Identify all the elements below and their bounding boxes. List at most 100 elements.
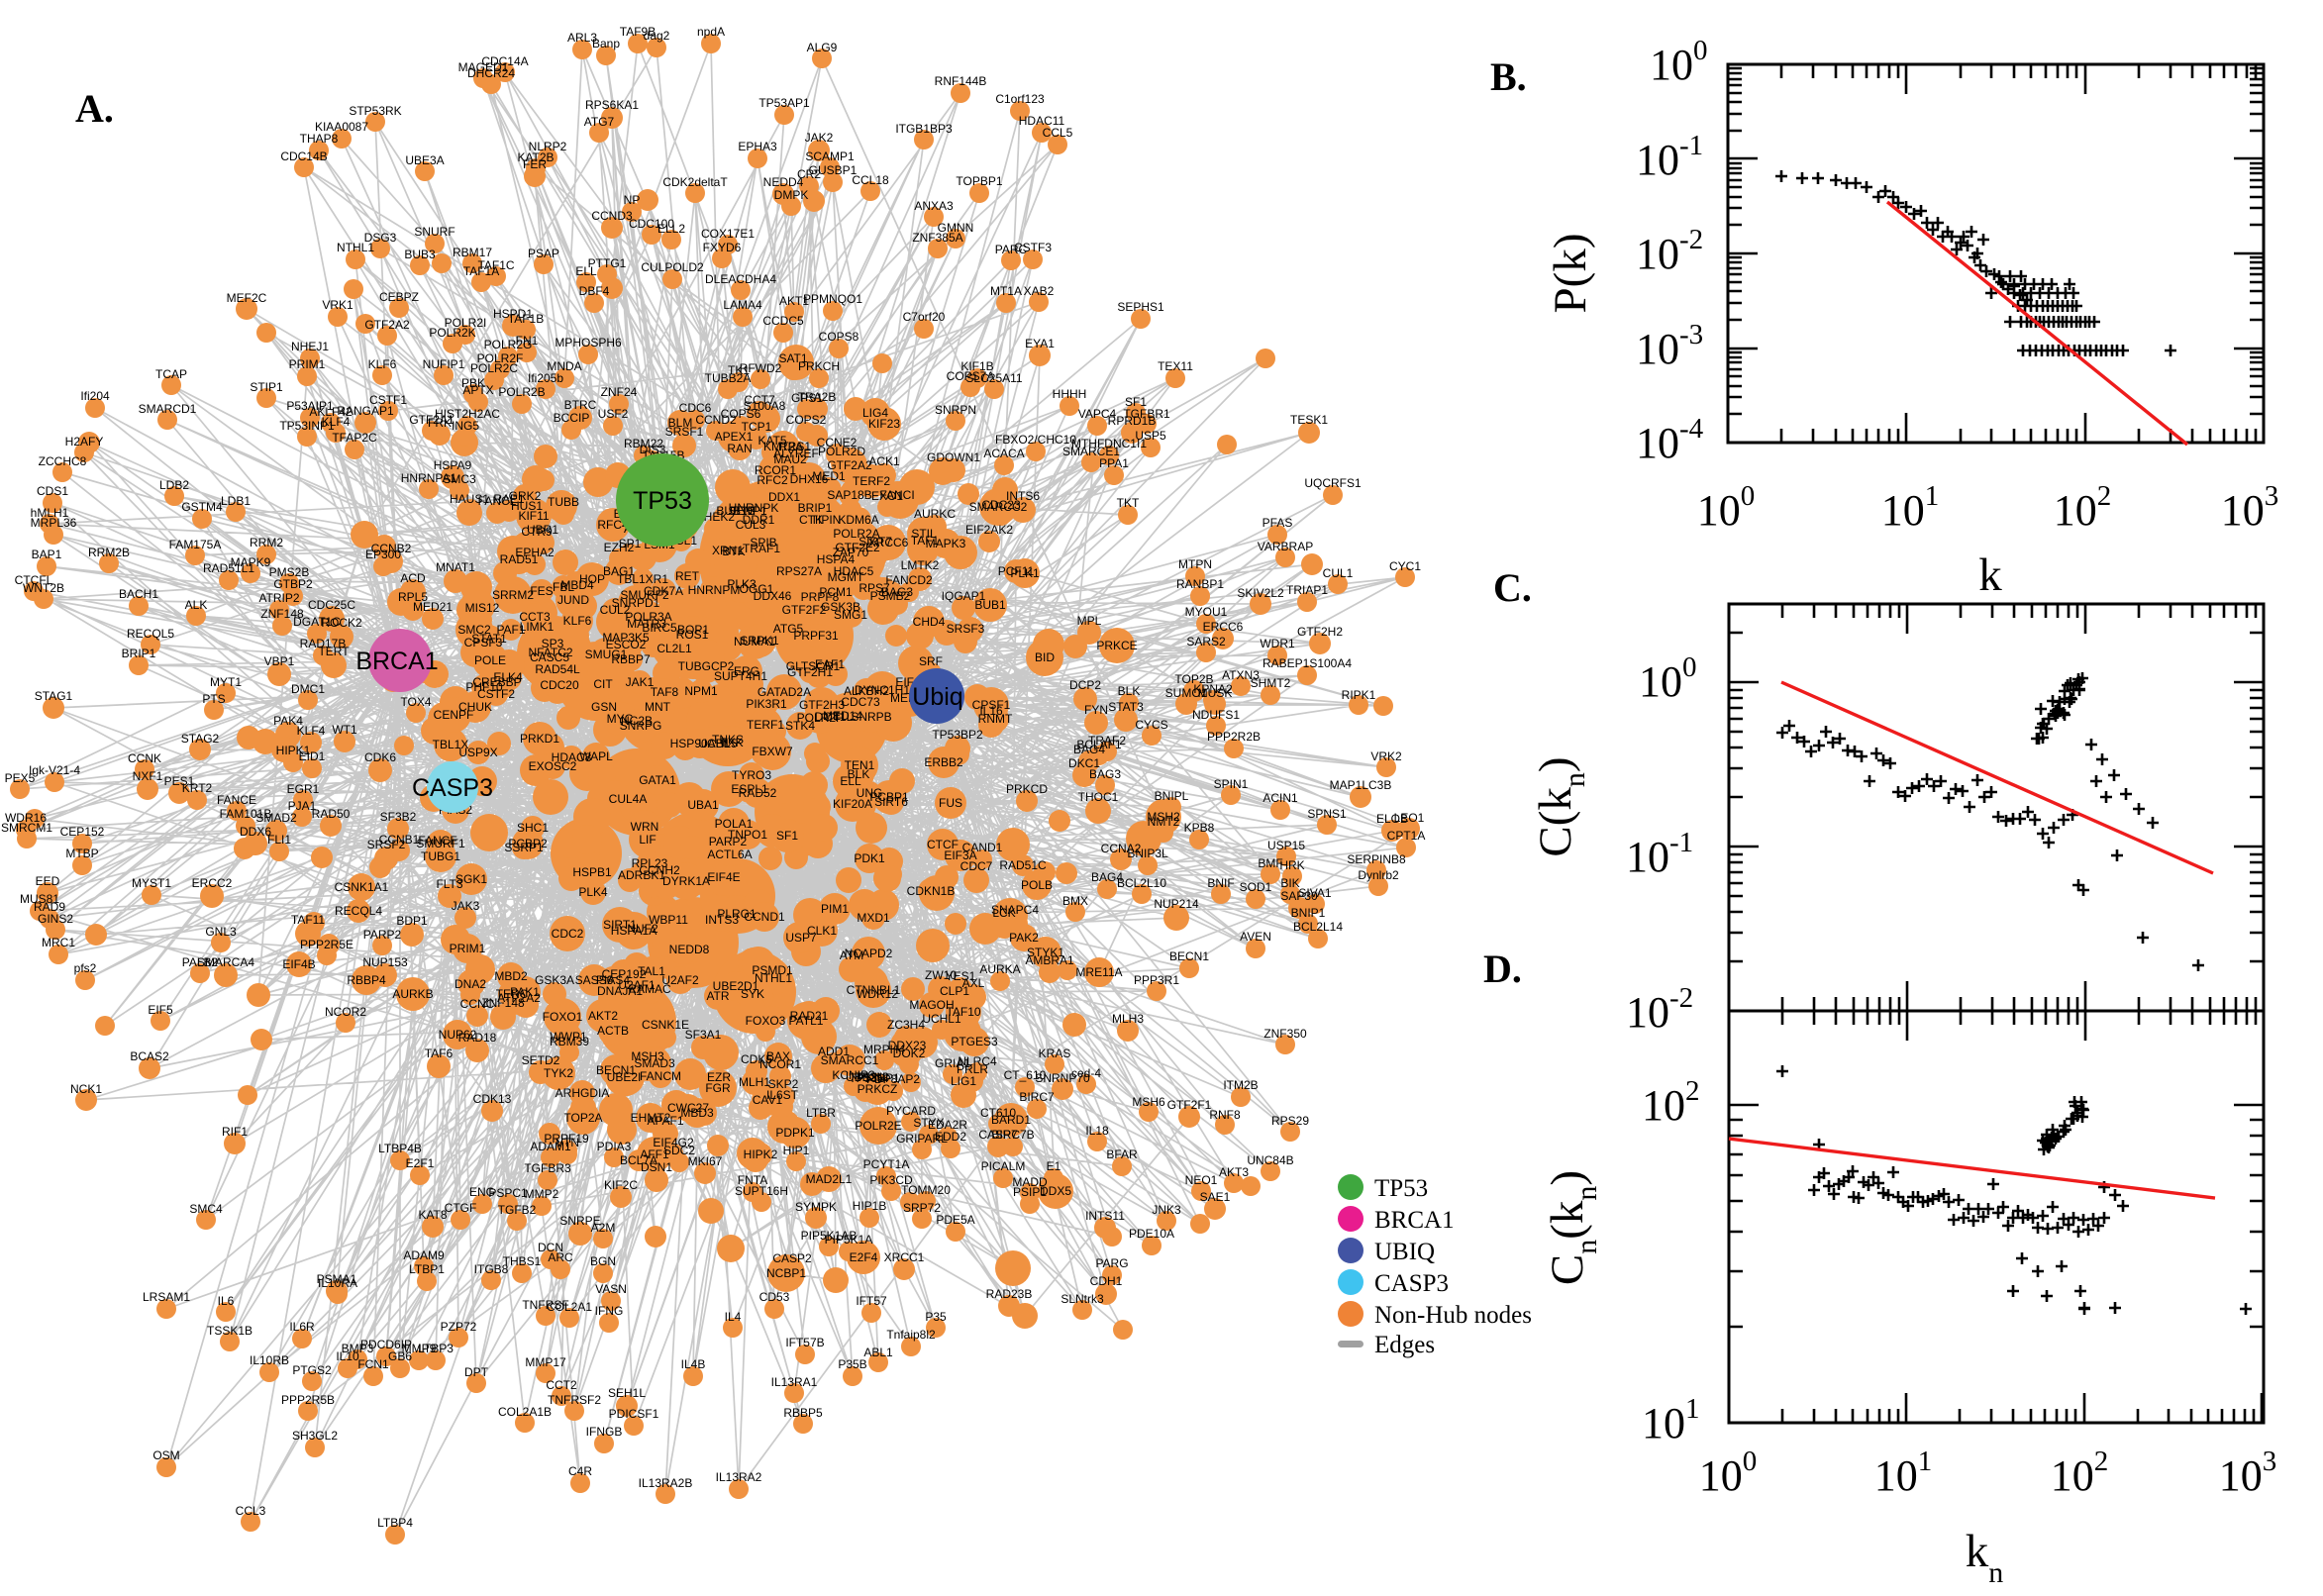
svg-text:WRN: WRN	[631, 820, 659, 834]
svg-text:P53AIP1: P53AIP1	[286, 399, 334, 413]
svg-text:SOD1: SOD1	[1240, 880, 1272, 894]
svg-text:AKT3: AKT3	[1219, 1165, 1249, 1179]
svg-text:RAE1: RAE1	[493, 492, 525, 506]
svg-text:ELL: ELL	[575, 264, 597, 278]
svg-text:BNIF: BNIF	[1207, 876, 1234, 890]
svg-text:CTK: CTK	[799, 513, 823, 527]
svg-text:CASP7: CASP7	[978, 1128, 1018, 1142]
svg-text:TERT: TERT	[318, 645, 350, 658]
svg-text:TUBB: TUBB	[548, 495, 579, 509]
svg-text:KLF6: KLF6	[368, 357, 397, 371]
svg-text:STIP1: STIP1	[250, 380, 283, 394]
svg-text:SP1: SP1	[619, 537, 642, 550]
svg-text:GRIA1: GRIA1	[935, 1056, 970, 1070]
svg-text:MLH1: MLH1	[739, 1075, 770, 1089]
svg-text:MAPK3: MAPK3	[926, 537, 966, 550]
svg-text:A.: A.	[75, 86, 114, 131]
svg-text:SNRPE: SNRPE	[559, 1214, 600, 1228]
svg-text:IFNG: IFNG	[595, 1304, 624, 1318]
svg-text:STAT3: STAT3	[1108, 700, 1144, 714]
svg-text:TP53: TP53	[1374, 1175, 1428, 1202]
svg-text:MPL: MPL	[1077, 614, 1102, 628]
svg-text:BLK: BLK	[848, 767, 870, 781]
svg-text:KPB8: KPB8	[1184, 821, 1215, 835]
svg-text:PDK1: PDK1	[854, 851, 885, 865]
svg-text:HIP1: HIP1	[783, 1144, 810, 1157]
svg-text:SF1: SF1	[1125, 395, 1147, 409]
svg-text:BUB1B: BUB1B	[716, 504, 755, 518]
svg-text:PDIA3: PDIA3	[597, 1140, 632, 1153]
svg-text:PMS2B: PMS2B	[269, 565, 310, 579]
svg-text:TEN1: TEN1	[845, 758, 875, 772]
svg-text:PRKCE: PRKCE	[1096, 639, 1137, 652]
svg-text:MBD4: MBD4	[560, 578, 594, 592]
svg-text:ELOB: ELOB	[1376, 812, 1408, 826]
svg-text:BMP3: BMP3	[342, 1342, 374, 1355]
svg-text:BAG3: BAG3	[881, 585, 913, 599]
svg-text:PRIM1: PRIM1	[450, 942, 486, 955]
svg-text:DDX5: DDX5	[1040, 1184, 1071, 1198]
svg-text:RECQL4: RECQL4	[335, 904, 382, 918]
svg-text:TAF1C: TAF1C	[477, 258, 514, 272]
svg-text:DYRK1A: DYRK1A	[662, 874, 710, 888]
svg-text:FXYD6: FXYD6	[703, 241, 742, 254]
svg-text:BLK: BLK	[1118, 684, 1141, 698]
svg-text:BOP1: BOP1	[677, 623, 709, 637]
svg-text:FLT3: FLT3	[436, 877, 462, 891]
svg-text:SENP1: SENP1	[728, 504, 767, 518]
svg-text:BCAS2: BCAS2	[130, 1049, 169, 1063]
svg-text:MKI67: MKI67	[688, 1154, 723, 1168]
svg-text:HUS1: HUS1	[511, 499, 543, 513]
svg-text:NCOR1: NCOR1	[759, 1057, 801, 1071]
svg-text:CAV1: CAV1	[753, 1093, 783, 1107]
svg-text:ZCCHC8: ZCCHC8	[39, 454, 87, 468]
svg-text:SCAMP1: SCAMP1	[805, 150, 855, 163]
svg-text:EAF1: EAF1	[815, 657, 845, 671]
svg-text:GSK3A: GSK3A	[535, 973, 574, 987]
svg-text:TEX11: TEX11	[1158, 359, 1193, 373]
svg-text:NCOR2: NCOR2	[325, 1005, 366, 1019]
svg-text:CCL18: CCL18	[852, 173, 889, 187]
svg-text:PPMNQO1: PPMNQO1	[803, 292, 862, 306]
svg-text:PRPF8: PRPF8	[801, 590, 840, 604]
svg-text:FANCE: FANCE	[217, 793, 256, 807]
svg-text:UQCRFS1: UQCRFS1	[1304, 476, 1362, 490]
svg-text:GTBP2: GTBP2	[273, 577, 313, 591]
svg-text:DBF4: DBF4	[579, 284, 610, 298]
svg-text:MLH3: MLH3	[1112, 1012, 1144, 1026]
svg-text:RPS29: RPS29	[1271, 1114, 1309, 1128]
svg-text:EPHA3: EPHA3	[738, 140, 777, 153]
svg-text:C(kn): C(kn)	[1530, 756, 1591, 856]
svg-text:EID1: EID1	[299, 749, 326, 763]
svg-text:NC2B: NC2B	[621, 714, 653, 728]
svg-text:VAPC4: VAPC4	[1078, 407, 1117, 421]
svg-text:hMLH1: hMLH1	[31, 506, 69, 520]
svg-text:SMAD2: SMAD2	[255, 811, 297, 825]
svg-text:AKT2: AKT2	[588, 1009, 618, 1023]
svg-text:PLRG1: PLRG1	[717, 907, 757, 921]
svg-text:WT1: WT1	[332, 723, 357, 737]
svg-text:101: 101	[1642, 1393, 1700, 1447]
svg-text:TRAF1: TRAF1	[743, 542, 780, 555]
svg-text:PCBP1: PCBP1	[869, 790, 909, 804]
svg-text:SKIV2L2: SKIV2L2	[1237, 586, 1284, 600]
svg-text:USP9X: USP9X	[458, 746, 497, 759]
svg-text:POLR2F: POLR2F	[477, 351, 524, 365]
svg-text:CEP192: CEP192	[602, 967, 647, 981]
svg-text:JAK2: JAK2	[805, 131, 834, 145]
svg-text:CCL5: CCL5	[1043, 126, 1073, 140]
svg-text:IL6ST: IL6ST	[766, 1088, 799, 1102]
svg-text:CLP1: CLP1	[940, 984, 969, 998]
svg-text:CTR9: CTR9	[521, 525, 553, 539]
svg-text:PSMB2: PSMB2	[870, 589, 911, 603]
svg-text:USP15: USP15	[1267, 839, 1305, 852]
svg-text:GTF2H3: GTF2H3	[799, 698, 845, 712]
svg-text:SP3: SP3	[542, 637, 564, 650]
svg-text:MTBP: MTBP	[65, 847, 98, 860]
svg-text:GATA1: GATA1	[639, 773, 676, 787]
svg-text:RAD51C: RAD51C	[999, 858, 1047, 872]
svg-text:PAF1: PAF1	[496, 623, 525, 637]
svg-text:PSMD1: PSMD1	[752, 963, 793, 977]
svg-text:SMARCC2: SMARCC2	[969, 500, 1028, 514]
svg-text:RBM22: RBM22	[624, 437, 663, 450]
